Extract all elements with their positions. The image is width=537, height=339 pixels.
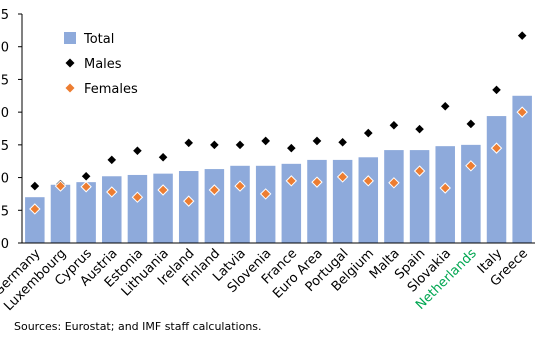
marker (208, 184, 221, 196)
legend-swatch (65, 58, 75, 68)
bar (255, 165, 276, 243)
marker (388, 119, 400, 131)
bar (358, 157, 379, 243)
bar (127, 174, 148, 243)
bar (307, 159, 327, 243)
bar (281, 163, 302, 243)
y-tick-label: 15 (0, 139, 9, 154)
marker (465, 118, 477, 130)
marker (29, 180, 41, 192)
legend-label: Females (84, 82, 138, 97)
marker (490, 142, 503, 154)
bar (332, 159, 353, 243)
marker (234, 180, 246, 192)
marker (157, 184, 169, 196)
marker (516, 106, 528, 118)
marker (157, 151, 169, 163)
marker (516, 29, 528, 42)
y-tick-label: 20 (0, 106, 9, 121)
marker (131, 145, 144, 157)
legend-swatch (64, 32, 76, 44)
marker (259, 188, 272, 200)
marker (388, 177, 400, 189)
legend-label: Males (84, 57, 122, 72)
marker (234, 139, 246, 151)
bar (435, 146, 455, 243)
bar (512, 95, 532, 244)
marker (490, 84, 503, 96)
marker (336, 171, 349, 183)
marker (80, 170, 92, 182)
marker (285, 175, 298, 187)
bar (153, 173, 173, 243)
marker (362, 175, 374, 187)
marker (465, 160, 477, 172)
marker (413, 123, 426, 135)
legend-swatch (65, 83, 75, 93)
marker (285, 142, 298, 154)
marker (106, 154, 118, 166)
marker (183, 195, 195, 207)
bar (204, 169, 225, 243)
marker (80, 181, 92, 193)
marker (259, 135, 272, 147)
bar (178, 171, 199, 243)
bar (461, 144, 481, 243)
source-note: Sources: Eurostat; and IMF staff calcula… (14, 320, 262, 333)
y-tick-label: 25 (0, 73, 9, 88)
marker (413, 165, 426, 177)
bar (50, 184, 71, 243)
marker (29, 203, 41, 215)
marker (311, 135, 323, 147)
marker (439, 100, 451, 112)
y-tick-label: 30 (0, 41, 9, 56)
bar (102, 176, 122, 243)
marker (183, 137, 195, 149)
y-tick-label: 0 (1, 237, 9, 252)
y-tick-label: 10 (0, 172, 9, 187)
bar (409, 150, 430, 243)
marker (106, 186, 118, 198)
marker (54, 180, 67, 192)
bar (230, 165, 250, 243)
marker (362, 127, 374, 139)
y-tick-label: 5 (1, 204, 9, 219)
marker (336, 136, 349, 148)
legend-label: Total (83, 32, 114, 47)
marker (311, 176, 323, 188)
marker (208, 139, 221, 151)
marker (131, 191, 144, 203)
y-tick-label: 35 (0, 8, 9, 23)
bar (384, 150, 404, 243)
marker (439, 182, 451, 194)
bar (76, 182, 96, 243)
bar (486, 116, 507, 243)
